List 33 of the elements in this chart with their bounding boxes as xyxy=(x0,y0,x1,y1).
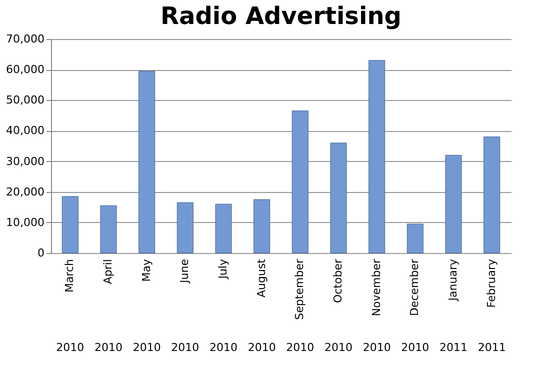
bar xyxy=(138,70,156,254)
category-label: October 2010 xyxy=(324,259,352,354)
bar xyxy=(62,196,78,254)
bar xyxy=(254,199,270,254)
y-tick-label: 0 xyxy=(38,246,44,260)
category-label: September 2010 xyxy=(286,259,314,354)
chart-title: Radio Advertising xyxy=(160,2,402,30)
bar xyxy=(215,204,232,254)
bar xyxy=(100,205,117,254)
category-label: June 2010 xyxy=(171,259,200,354)
bar xyxy=(445,154,462,254)
category-label: February 2011 xyxy=(478,259,506,354)
bar xyxy=(176,202,194,254)
y-tick-label: 70,000 xyxy=(6,32,44,46)
category-label: August 2010 xyxy=(248,259,276,354)
y-tick-label: 10,000 xyxy=(6,216,44,229)
category-label: January 2011 xyxy=(440,259,468,354)
bar xyxy=(484,136,500,254)
y-tick-label: 50,000 xyxy=(6,94,44,107)
bar xyxy=(330,142,347,254)
category-label: March 2010 xyxy=(56,259,84,354)
category-label: April 2010 xyxy=(94,259,122,354)
bar xyxy=(368,60,386,254)
bar xyxy=(406,224,424,254)
bar xyxy=(292,110,308,254)
y-tick-label: 20,000 xyxy=(6,185,44,198)
y-tick-label: 40,000 xyxy=(6,124,44,138)
category-label: July 2010 xyxy=(210,259,238,354)
category-label: December 2010 xyxy=(401,259,430,354)
y-tick-label: 30,000 xyxy=(6,154,44,168)
y-tick-label: 60,000 xyxy=(6,63,44,76)
category-label: May 2010 xyxy=(132,259,161,354)
category-label: November 2010 xyxy=(362,259,391,354)
